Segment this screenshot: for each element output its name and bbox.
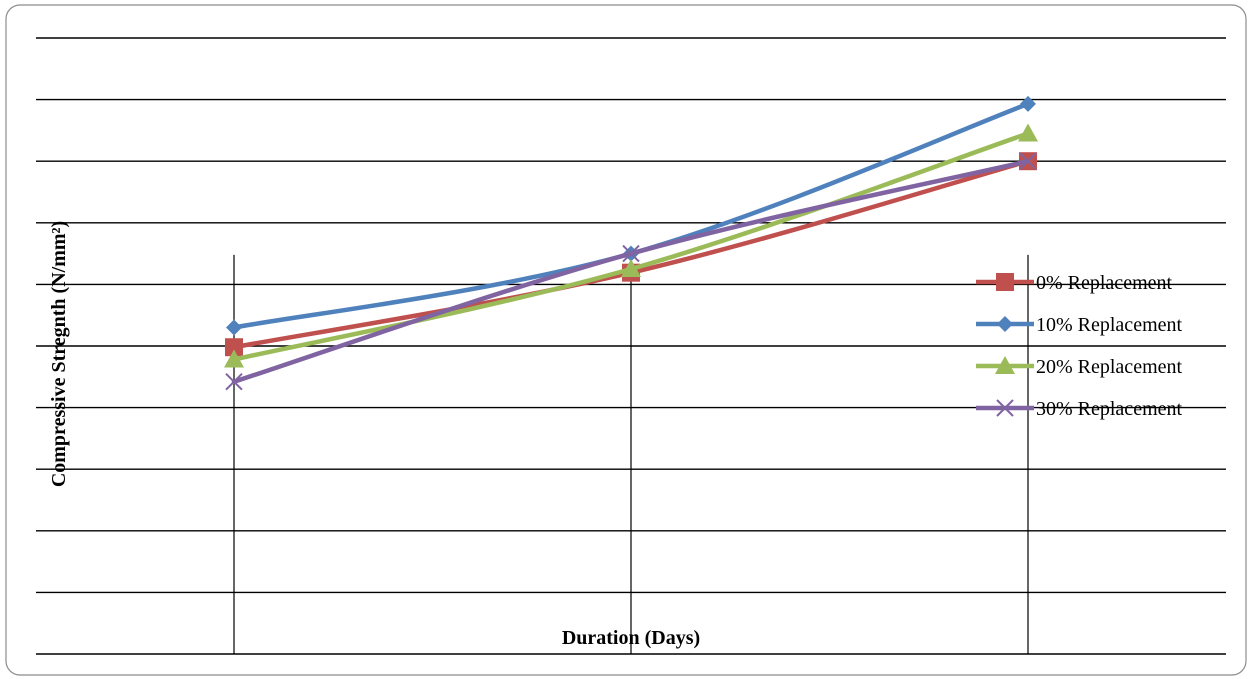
legend-marker-4 bbox=[996, 399, 1014, 417]
data-point-s2-p3 bbox=[1020, 95, 1036, 112]
data-point-s4-p1 bbox=[225, 373, 243, 391]
legend-marker-4-stroke-b bbox=[996, 399, 1014, 417]
data-point-s3-p3 bbox=[1018, 123, 1038, 142]
legend: 0% Replacement 10% Replacement 20% Replace… bbox=[976, 272, 1182, 420]
data-point-s3-p2 bbox=[621, 259, 641, 277]
legend-marker-1 bbox=[996, 273, 1014, 291]
data-point-s1-p1 bbox=[225, 338, 243, 357]
data-point-s4-p1-stroke-b bbox=[225, 373, 243, 391]
x-axis-title: Duration (Days) bbox=[562, 627, 700, 649]
data-point-s4-p3-stroke-b bbox=[1019, 152, 1037, 170]
data-point-s4-p2 bbox=[622, 244, 640, 263]
chart-frame bbox=[5, 4, 1247, 676]
legend-label-4: 30% Replacement bbox=[1036, 398, 1182, 420]
y-axis-title: Compressive Stregnth (N/mm²) bbox=[48, 221, 70, 487]
data-point-s4-p3 bbox=[1019, 152, 1037, 170]
legend-marker-3 bbox=[995, 356, 1015, 374]
legend-label-2: 10% Replacement bbox=[1036, 314, 1182, 336]
data-point-s2-p1 bbox=[226, 319, 242, 336]
legend-label-3: 20% Replacement bbox=[1036, 356, 1182, 378]
legend-label-1: 0% Replacement bbox=[1036, 272, 1172, 294]
legend-marker-2 bbox=[997, 316, 1013, 332]
data-point-s4-p2-stroke-b bbox=[622, 244, 640, 263]
series-layer bbox=[224, 95, 1038, 391]
data-point-s3-p1 bbox=[224, 349, 244, 368]
